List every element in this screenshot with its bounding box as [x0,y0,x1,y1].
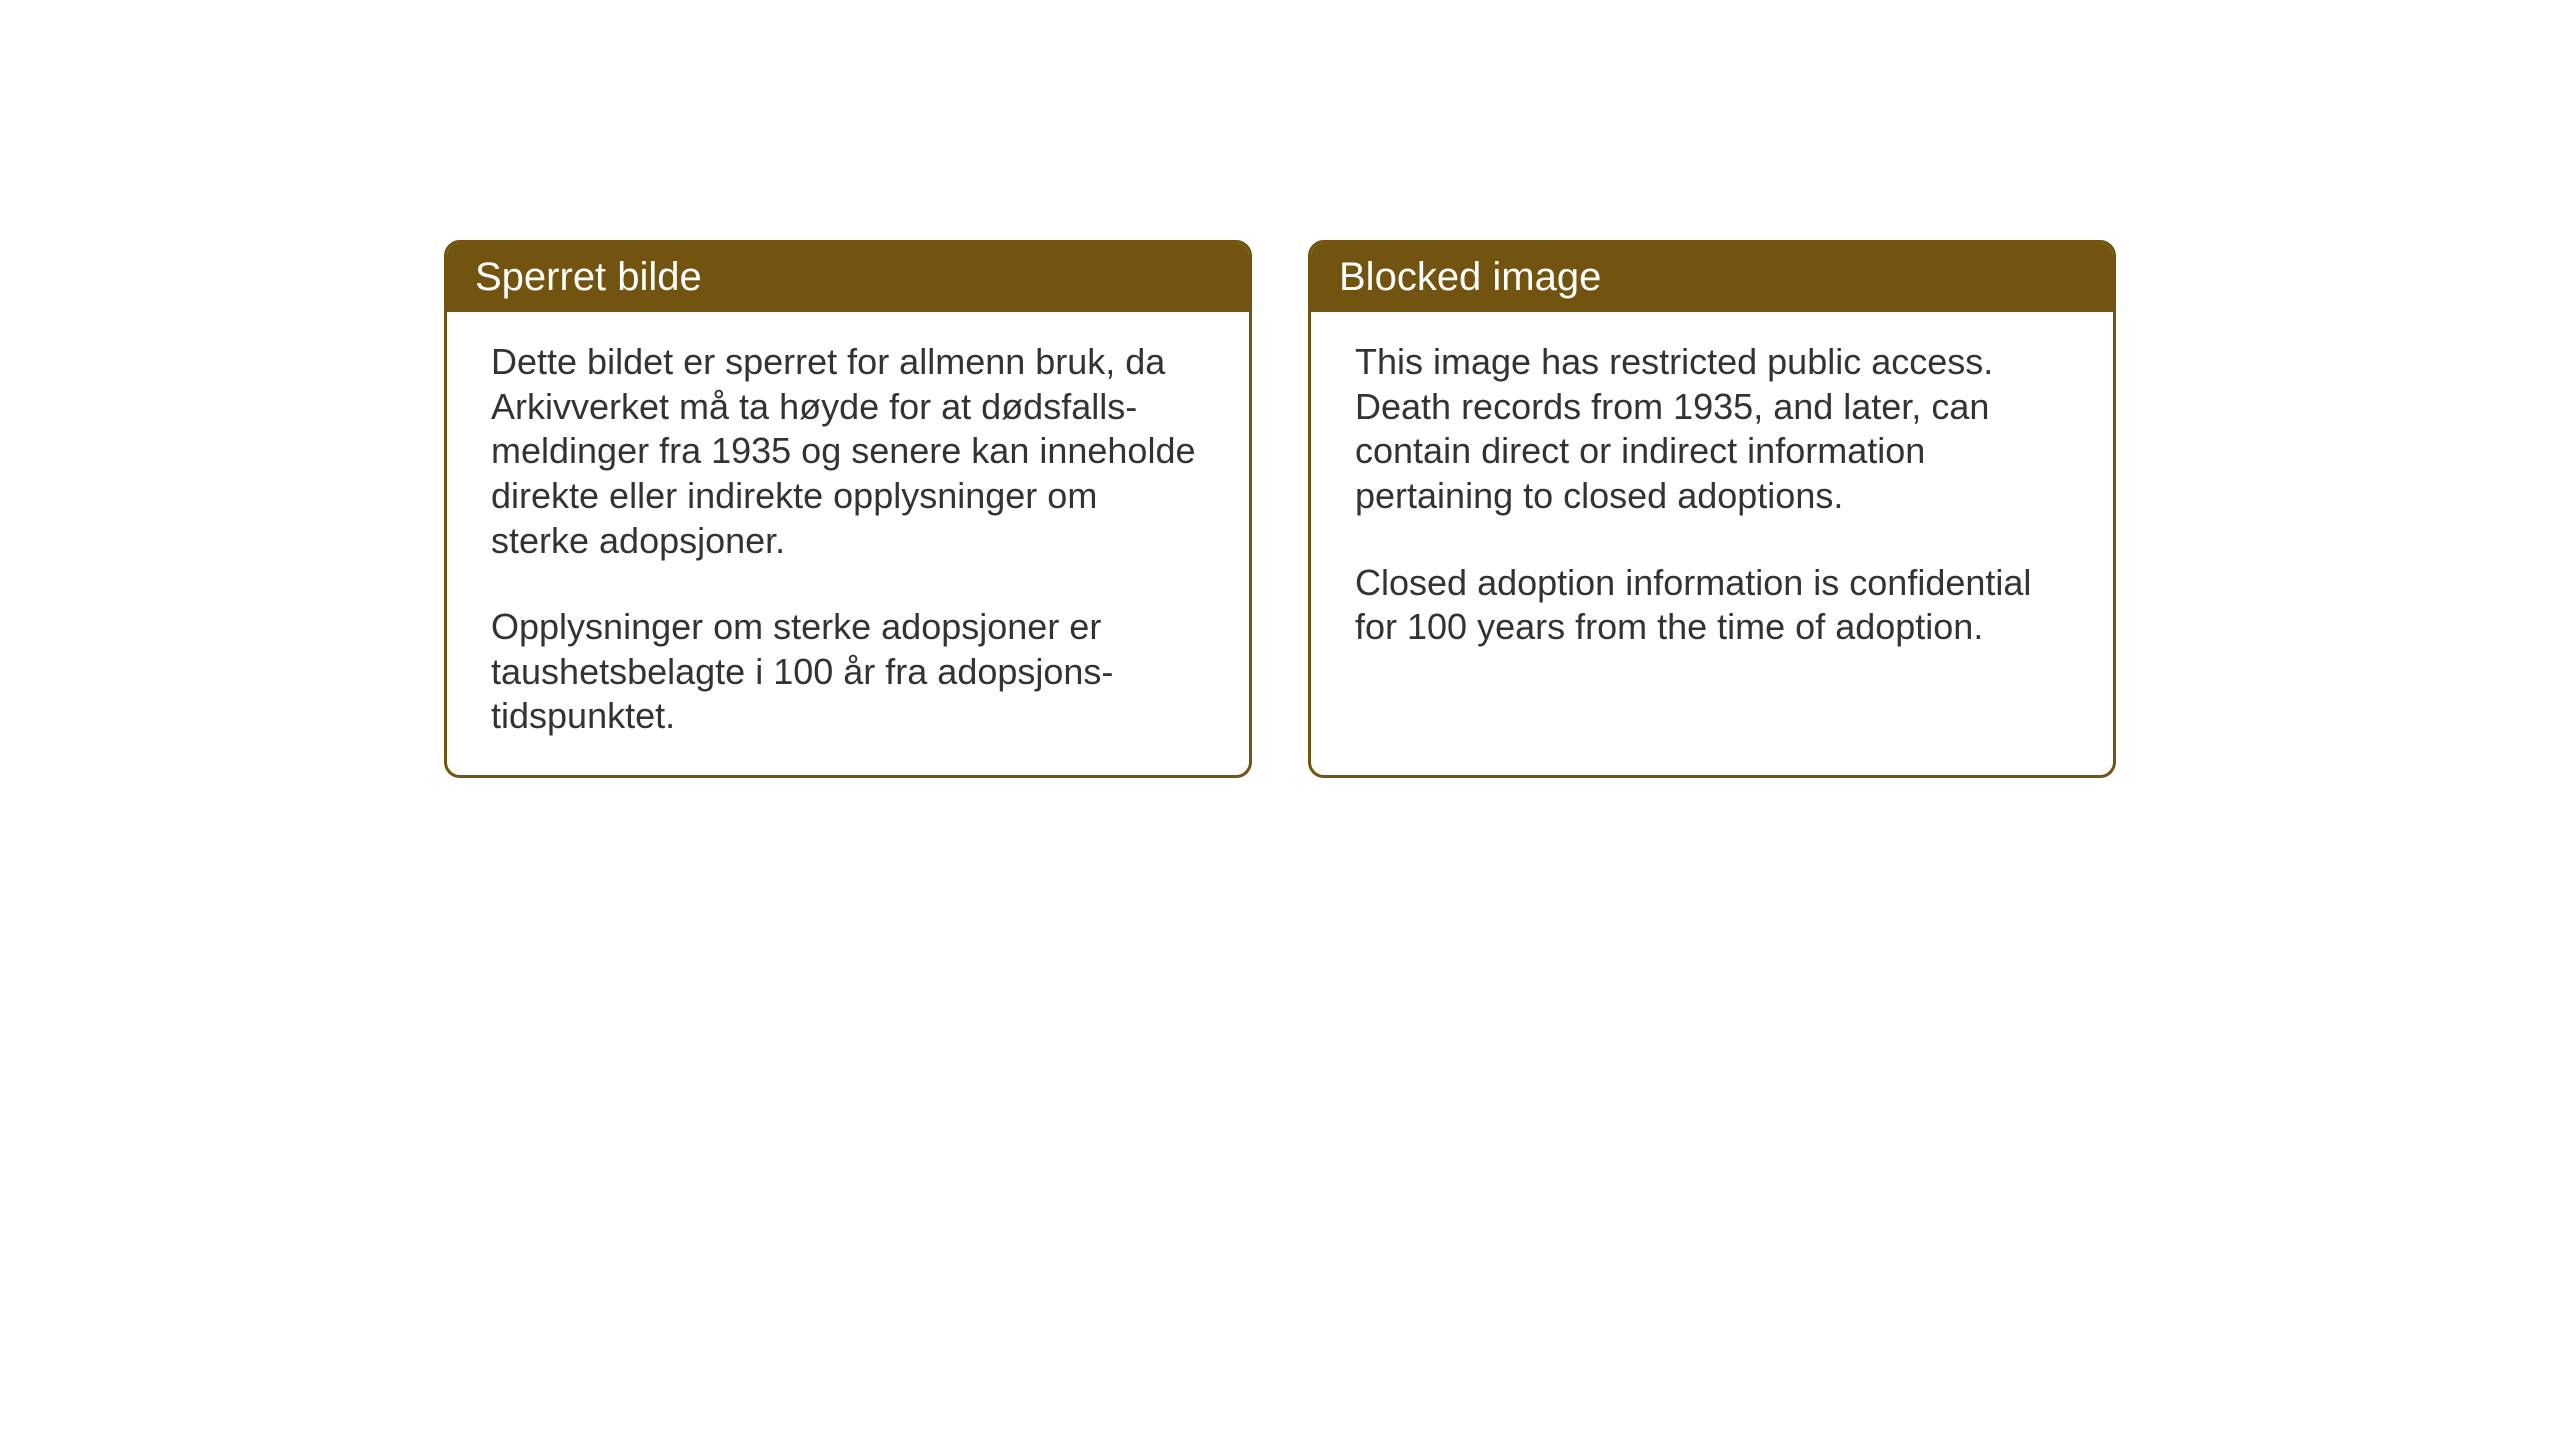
english-card: Blocked image This image has restricted … [1308,240,2116,778]
english-card-body: This image has restricted public access.… [1311,312,2113,686]
norwegian-card-body: Dette bildet er sperret for allmenn bruk… [447,312,1249,775]
norwegian-paragraph-2: Opplysninger om sterke adopsjoner er tau… [491,605,1205,739]
norwegian-paragraph-1: Dette bildet er sperret for allmenn bruk… [491,340,1205,563]
english-paragraph-2: Closed adoption information is confident… [1355,561,2069,650]
english-paragraph-1: This image has restricted public access.… [1355,340,2069,519]
norwegian-card-header: Sperret bilde [447,243,1249,312]
norwegian-card: Sperret bilde Dette bildet er sperret fo… [444,240,1252,778]
norwegian-card-title: Sperret bilde [475,255,1221,300]
english-card-title: Blocked image [1339,255,2085,300]
english-card-header: Blocked image [1311,243,2113,312]
cards-container: Sperret bilde Dette bildet er sperret fo… [444,240,2116,778]
